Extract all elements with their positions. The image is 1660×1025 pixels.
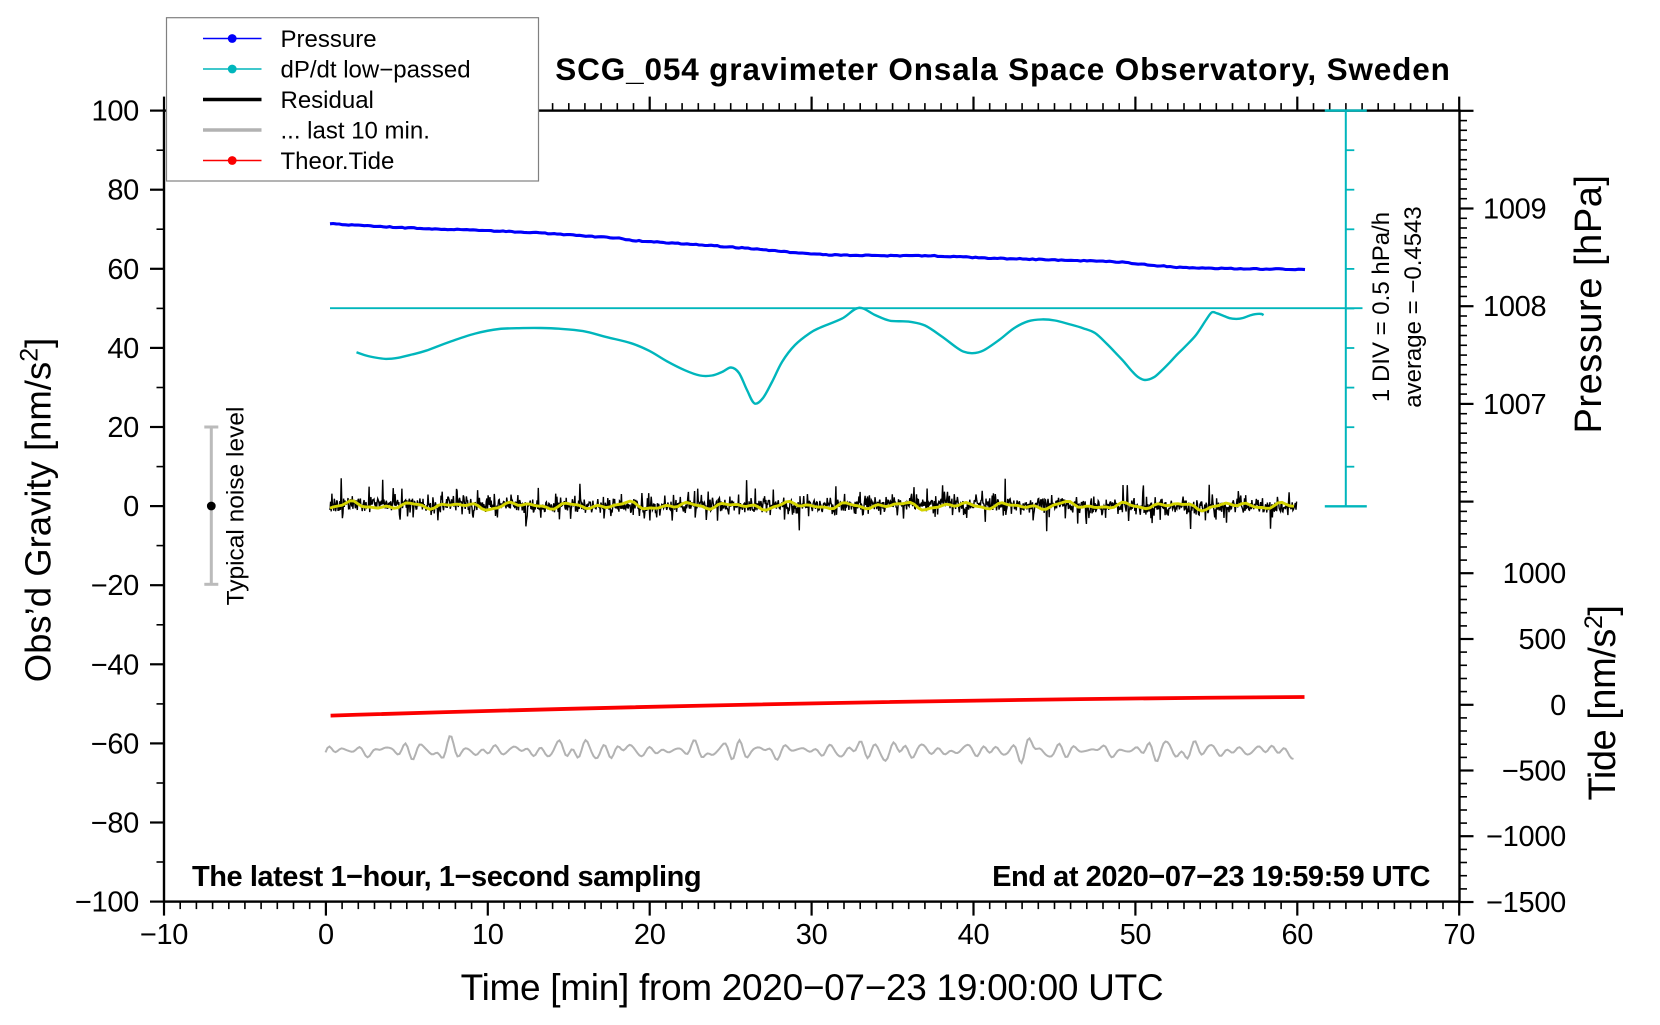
svg-text:1008: 1008 (1483, 291, 1546, 323)
svg-text:−10: −10 (140, 919, 188, 951)
svg-text:100: 100 (92, 96, 140, 128)
svg-text:−1500: −1500 (1486, 887, 1566, 919)
svg-text:0: 0 (318, 919, 334, 951)
svg-text:dP/dt low−passed: dP/dt low−passed (281, 57, 471, 84)
svg-text:Typical noise level: Typical noise level (223, 407, 250, 606)
svg-text:Residual: Residual (281, 87, 374, 114)
svg-text:60: 60 (107, 254, 139, 286)
svg-text:10: 10 (472, 919, 504, 951)
svg-text:−500: −500 (1502, 756, 1566, 788)
svg-text:Obs’d Gravity [nm/s2]: Obs’d Gravity [nm/s2] (16, 338, 59, 683)
svg-text:1 DIV = 0.5 hPa/h: 1 DIV = 0.5 hPa/h (1368, 212, 1395, 402)
svg-text:The latest 1−hour, 1−second sa: The latest 1−hour, 1−second sampling (192, 861, 701, 893)
svg-text:Theor.Tide: Theor.Tide (281, 148, 395, 175)
svg-text:−60: −60 (91, 728, 139, 760)
svg-text:−1000: −1000 (1486, 821, 1566, 853)
svg-text:average = −0.4543: average = −0.4543 (1400, 206, 1427, 408)
svg-text:50: 50 (1120, 919, 1152, 951)
svg-text:Tide [nm/s2]: Tide [nm/s2] (1580, 605, 1624, 800)
svg-text:−80: −80 (91, 808, 139, 840)
svg-text:End at 2020−07−23 19:59:59 UTC: End at 2020−07−23 19:59:59 UTC (992, 861, 1430, 893)
svg-text:1007: 1007 (1483, 389, 1546, 421)
svg-text:40: 40 (958, 919, 990, 951)
svg-text:Time [min] from 2020−07−23 19:: Time [min] from 2020−07−23 19:00:00 UTC (461, 967, 1164, 1008)
svg-text:0: 0 (1550, 690, 1566, 722)
svg-text:... last 10 min.: ... last 10 min. (281, 118, 430, 145)
svg-text:70: 70 (1443, 919, 1475, 951)
svg-text:SCG_054 gravimeter Onsala Spac: SCG_054 gravimeter Onsala Space Observat… (555, 51, 1450, 87)
svg-text:−40: −40 (91, 649, 139, 681)
svg-text:−20: −20 (91, 570, 139, 602)
svg-text:20: 20 (107, 412, 139, 444)
svg-text:1000: 1000 (1503, 558, 1566, 590)
svg-text:30: 30 (796, 919, 828, 951)
svg-text:40: 40 (107, 333, 139, 365)
svg-text:Pressure [hPa]: Pressure [hPa] (1568, 174, 1610, 433)
svg-text:−100: −100 (75, 887, 139, 919)
svg-text:60: 60 (1281, 919, 1313, 951)
svg-text:0: 0 (123, 491, 139, 523)
svg-text:500: 500 (1519, 624, 1567, 656)
svg-text:1009: 1009 (1483, 194, 1546, 226)
svg-text:Pressure: Pressure (281, 26, 377, 53)
svg-text:80: 80 (107, 175, 139, 207)
svg-text:20: 20 (634, 919, 666, 951)
